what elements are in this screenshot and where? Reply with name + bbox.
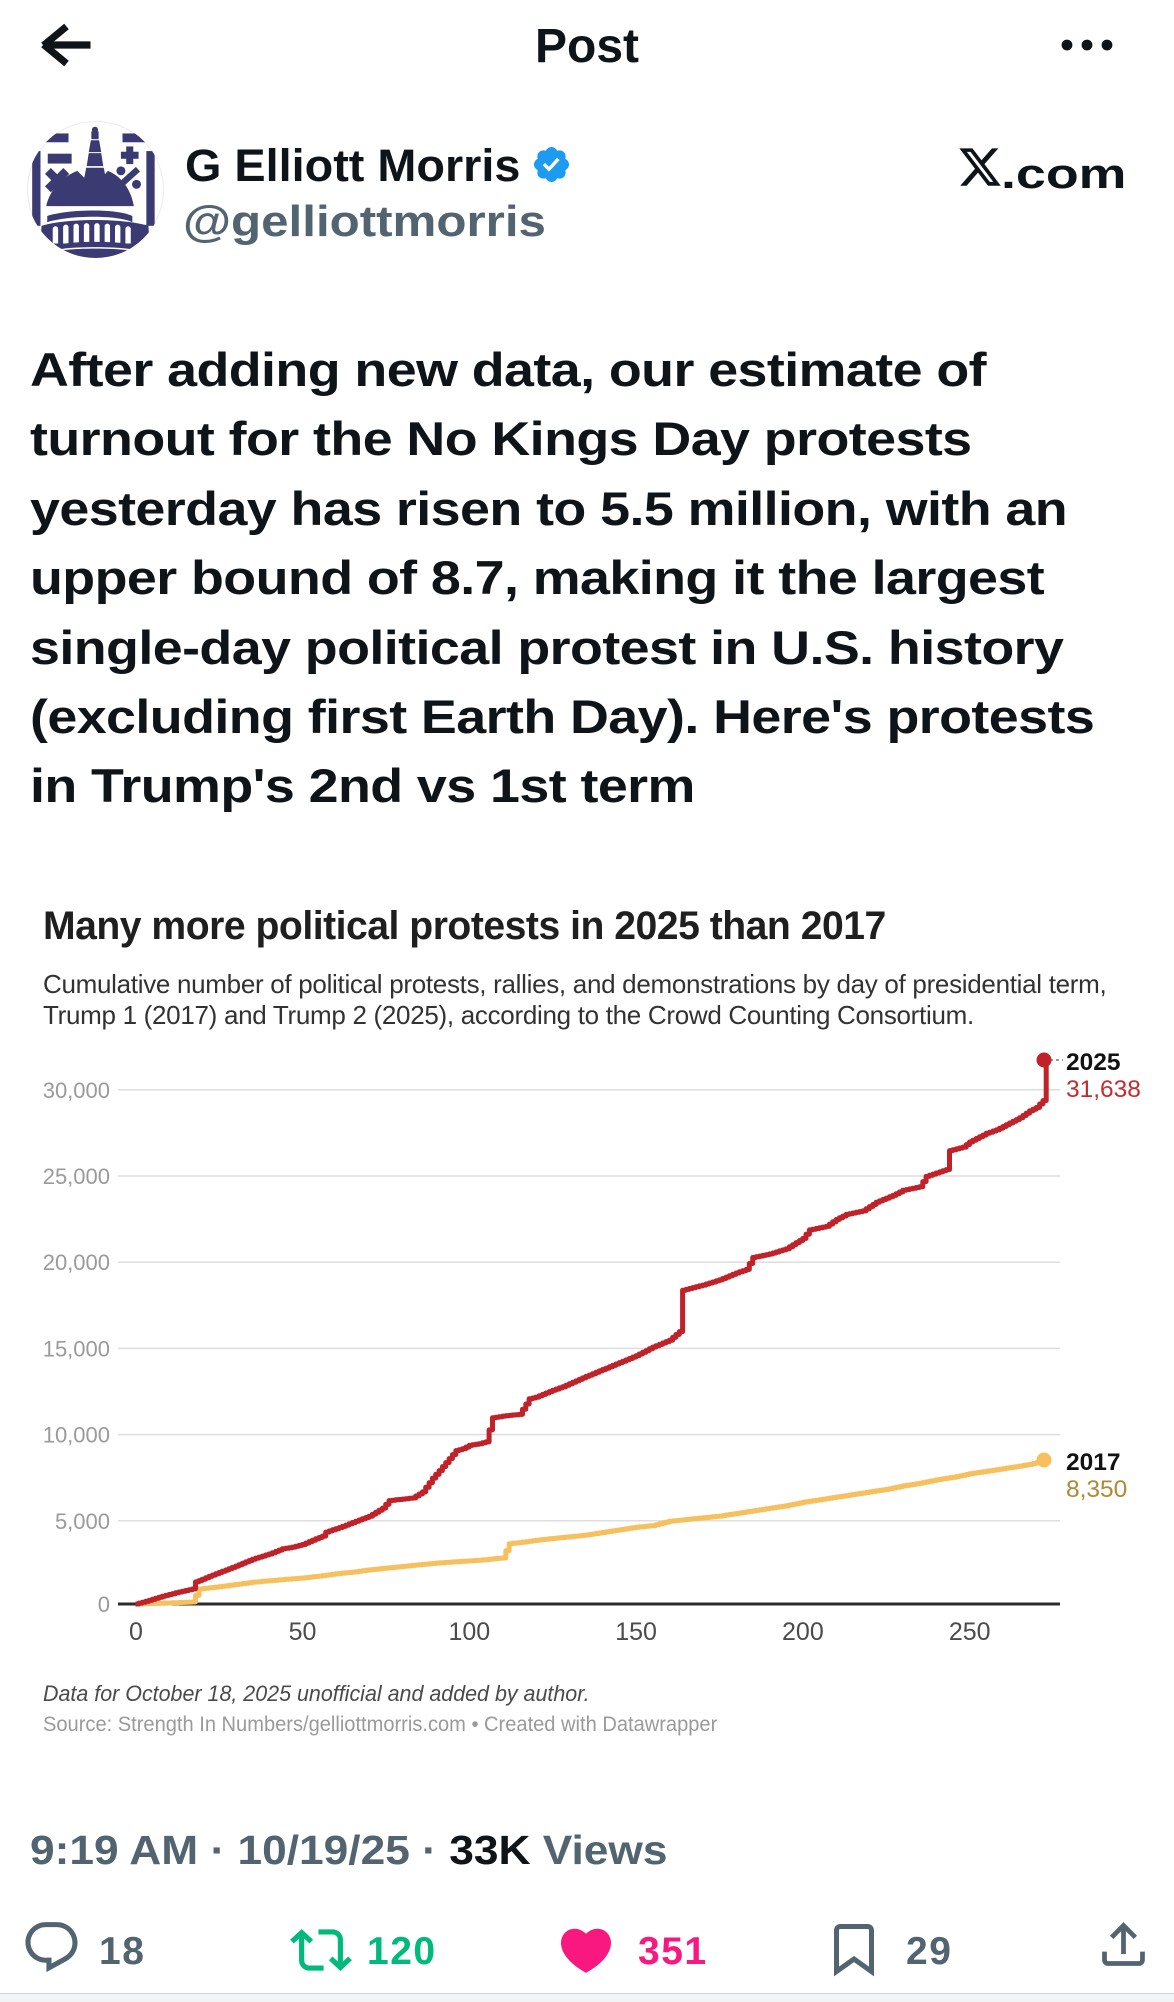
svg-text:50: 50	[289, 1618, 317, 1646]
svg-text:2017: 2017	[1066, 1449, 1121, 1476]
svg-text:250: 250	[949, 1618, 991, 1646]
svg-text:2025: 2025	[1066, 1049, 1121, 1076]
svg-text:8,350: 8,350	[1066, 1476, 1127, 1503]
svg-text:0: 0	[129, 1618, 143, 1646]
svg-text:150: 150	[615, 1618, 657, 1646]
svg-text:200: 200	[782, 1618, 824, 1646]
svg-text:0: 0	[98, 1592, 110, 1617]
svg-text:20,000: 20,000	[43, 1250, 110, 1275]
svg-text:31,638: 31,638	[1066, 1076, 1141, 1103]
svg-text:5,000: 5,000	[55, 1509, 110, 1534]
svg-text:10,000: 10,000	[43, 1423, 110, 1448]
svg-text:100: 100	[448, 1618, 490, 1646]
svg-text:15,000: 15,000	[43, 1336, 110, 1361]
svg-text:25,000: 25,000	[43, 1164, 110, 1189]
svg-text:30,000: 30,000	[43, 1078, 110, 1103]
